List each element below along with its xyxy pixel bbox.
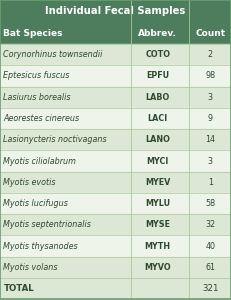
Bar [0,0,231,22]
Text: Lasiurus borealis: Lasiurus borealis [3,93,71,102]
Text: 58: 58 [205,199,215,208]
Text: MYEV: MYEV [145,178,170,187]
Bar [0,108,231,129]
Bar [0,86,231,108]
Text: LACI: LACI [148,114,168,123]
Text: LABO: LABO [146,93,170,102]
Text: 32: 32 [205,220,215,229]
Text: 9: 9 [208,114,213,123]
Text: Myotis thysanodes: Myotis thysanodes [3,242,78,250]
Text: Abbrev.: Abbrev. [138,28,177,38]
Text: Eptesicus fuscus: Eptesicus fuscus [3,71,70,80]
Text: MYCI: MYCI [146,157,169,166]
Text: 3: 3 [208,157,213,166]
Bar [0,236,231,257]
Text: 40: 40 [205,242,215,250]
Text: 3: 3 [208,93,213,102]
Text: Aeorestes cinereus: Aeorestes cinereus [3,114,80,123]
Text: Bat Species: Bat Species [3,28,63,38]
Bar [0,257,231,278]
Text: 1: 1 [208,178,213,187]
Text: Corynorhinus townsendii: Corynorhinus townsendii [3,50,103,59]
Text: Count: Count [195,28,225,38]
Text: Lasionycteris noctivagans: Lasionycteris noctivagans [3,135,107,144]
Text: MYTH: MYTH [145,242,171,250]
Text: Myotis volans: Myotis volans [3,263,58,272]
Text: TOTAL: TOTAL [3,284,34,293]
Text: 98: 98 [205,71,215,80]
Text: Myotis lucifugus: Myotis lucifugus [3,199,68,208]
Bar [0,44,231,65]
Text: MYLU: MYLU [145,199,170,208]
Text: 61: 61 [205,263,215,272]
Bar [0,193,231,214]
Text: 14: 14 [205,135,215,144]
Text: Myotis evotis: Myotis evotis [3,178,56,187]
Text: 321: 321 [202,284,219,293]
Bar [0,278,231,299]
Bar [0,172,231,193]
Text: COTO: COTO [145,50,170,59]
Bar [0,65,231,86]
Text: Myotis ciliolabrum: Myotis ciliolabrum [3,157,76,166]
Text: EPFU: EPFU [146,71,169,80]
Text: LANO: LANO [145,135,170,144]
Bar [0,129,231,150]
Bar [0,214,231,236]
Text: MYSE: MYSE [145,220,170,229]
Text: Myotis septentrionalis: Myotis septentrionalis [3,220,91,229]
Bar [0,22,231,44]
Text: Individual Fecal Samples: Individual Fecal Samples [45,6,186,16]
Text: 2: 2 [208,50,213,59]
Text: MYVO: MYVO [144,263,171,272]
Bar [0,150,231,172]
